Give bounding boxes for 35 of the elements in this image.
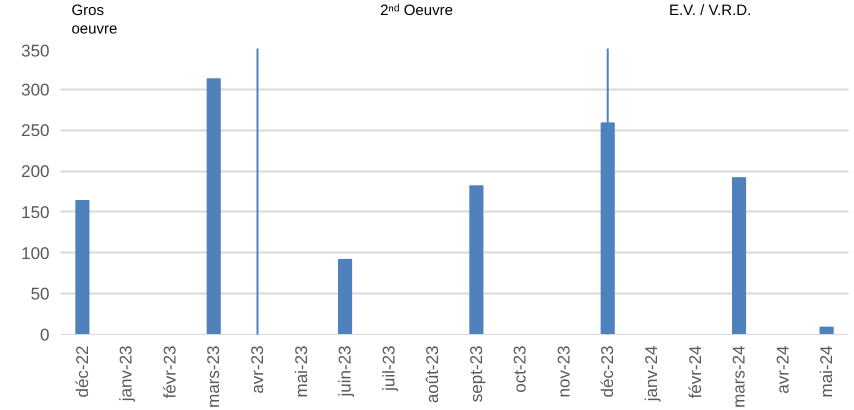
x-tick-label: avr-23	[248, 346, 267, 394]
text: E.V. / V.R.D.	[669, 2, 752, 19]
x-tick-label: mai-24	[817, 345, 836, 398]
text: 2ⁿᵈ Oeuvre	[380, 2, 453, 19]
x-tick-label: mai-23	[292, 345, 311, 398]
x-tick-label: févr-23	[160, 345, 180, 398]
bar	[469, 185, 484, 334]
x-tick-label: mars-24	[730, 345, 749, 408]
x-tick-label: oct-23	[510, 346, 530, 393]
y-tick-label: 0	[40, 326, 50, 344]
x-tick-label: déc-22	[72, 345, 92, 398]
y-tick-label: 350	[21, 42, 50, 60]
y-tick-label: 300	[21, 80, 50, 100]
x-tick-label: sept-23	[466, 346, 486, 402]
x-tick-label: janv-24	[642, 345, 661, 402]
x-tick-label: août-23	[423, 345, 442, 404]
bar	[820, 326, 834, 334]
x-tick-label: déc-23	[598, 345, 618, 398]
y-tick-label: 250	[21, 121, 50, 140]
text: Gros oeuvre	[71, 2, 118, 38]
x-tick-label: nov-23	[554, 345, 574, 398]
y-tick-label: 50	[30, 284, 50, 304]
x-tick-label: mars-23	[204, 345, 224, 408]
y-tick-label: 100	[21, 244, 50, 263]
bar	[732, 177, 746, 334]
x-tick-label: janv-23	[116, 345, 136, 402]
x-tick-label: juil-23	[379, 345, 398, 392]
bar	[338, 258, 352, 334]
x-tick-label: févr-24	[686, 345, 705, 398]
x-tick-label: avr-24	[773, 346, 792, 394]
bar	[75, 200, 90, 334]
bar	[206, 78, 221, 334]
y-tick-label: 200	[21, 162, 50, 182]
x-tick-label: juin-23	[336, 345, 355, 398]
y-tick-label: 150	[21, 202, 50, 222]
